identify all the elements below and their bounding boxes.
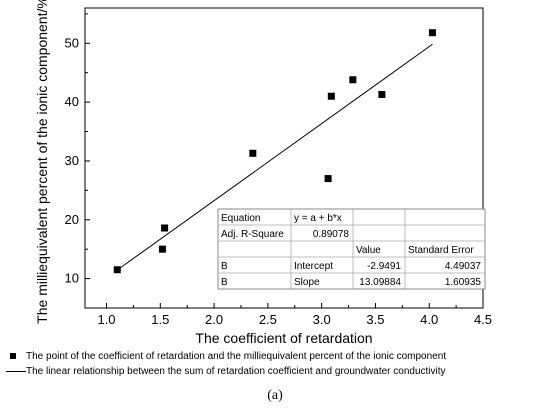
y-tick-label-2: 30 [65,153,79,168]
chart: 1.0 1.5 2.0 2.5 3.0 3.5 4.0 4.5 10 20 30 40 50 Equa… [34,0,492,346]
data-point-7 [378,90,386,98]
stats-table-cell-4-1: Slope [294,277,320,288]
y-tick-label-1: 20 [65,212,79,227]
y-tick-label-4: 50 [65,35,79,50]
fit-line [116,43,433,271]
legend-entry-line-label: The linear relationship between the sum … [26,366,446,377]
stats-table-cell-4-2: 13.09884 [359,277,401,288]
stats-table-cell-3-3: 4.49037 [445,261,482,272]
stats-table-cell-3-1: Intercept [294,261,333,272]
data-point-1 [158,245,166,253]
stats-table-cell-2-2: Value [356,245,381,256]
x-axis: 1.0 1.5 2.0 2.5 3.0 3.5 4.0 4.5 [97,303,492,327]
y-tick-label-3: 40 [65,94,79,109]
stats-table-cell-0-0: Equation [221,213,260,224]
legend-square-marker [10,353,16,360]
y-tick-label-0: 10 [65,271,79,286]
x-tick-label-3: 2.5 [259,312,277,327]
data-point-8 [428,29,436,37]
data-point-6 [349,76,357,84]
stats-table-cell-1-0: Adj. R-Square [221,229,284,240]
x-tick-label-5: 3.5 [366,312,384,327]
stats-table-border [217,208,486,290]
stats-table-cell-2-3: Standard Error [408,245,474,256]
x-tick-label-0: 1.0 [97,312,115,327]
x-tick-label-6: 4.0 [420,312,438,327]
legend-line-marker [6,370,26,372]
stats-table: Equation y = a + b*x Adj. R-Square 0.89078 V… [217,208,486,290]
legend-entry-line: The linear relationship between the sum … [6,365,446,379]
stats-table-cell-4-0: B [221,277,228,288]
x-axis-title: The coefficient of retardation [195,330,372,346]
x-tick-label-7: 4.5 [474,312,492,327]
data-point-5 [327,92,335,100]
stats-table-cell-1-1: 0.89078 [313,229,350,240]
data-point-3 [249,149,257,157]
x-tick-label-4: 3.0 [313,312,331,327]
y-axis-title: The milliequivalent percent of the ionic… [34,0,50,324]
legend-entry-points-label: The point of the coefficient of retardat… [26,351,447,362]
stats-table-cell-3-0: B [221,261,228,272]
legend-entry-points: The point of the coefficient of retardat… [6,350,446,364]
data-point-4 [324,175,332,183]
x-tick-label-2: 2.0 [205,312,223,327]
y-axis: 10 20 30 40 50 [65,13,90,309]
plot-frame [84,7,484,309]
stats-table-cell-3-2: -2.9491 [367,261,401,272]
x-tick-label-1: 1.5 [151,312,169,327]
stats-table-cell-4-3: 1.60935 [445,277,482,288]
figure-caption: (a) [267,388,283,403]
data-point-2 [161,224,169,232]
stats-table-cell-0-1: y = a + b*x [294,213,342,224]
data-point-0 [113,266,121,274]
data-points [113,29,436,274]
